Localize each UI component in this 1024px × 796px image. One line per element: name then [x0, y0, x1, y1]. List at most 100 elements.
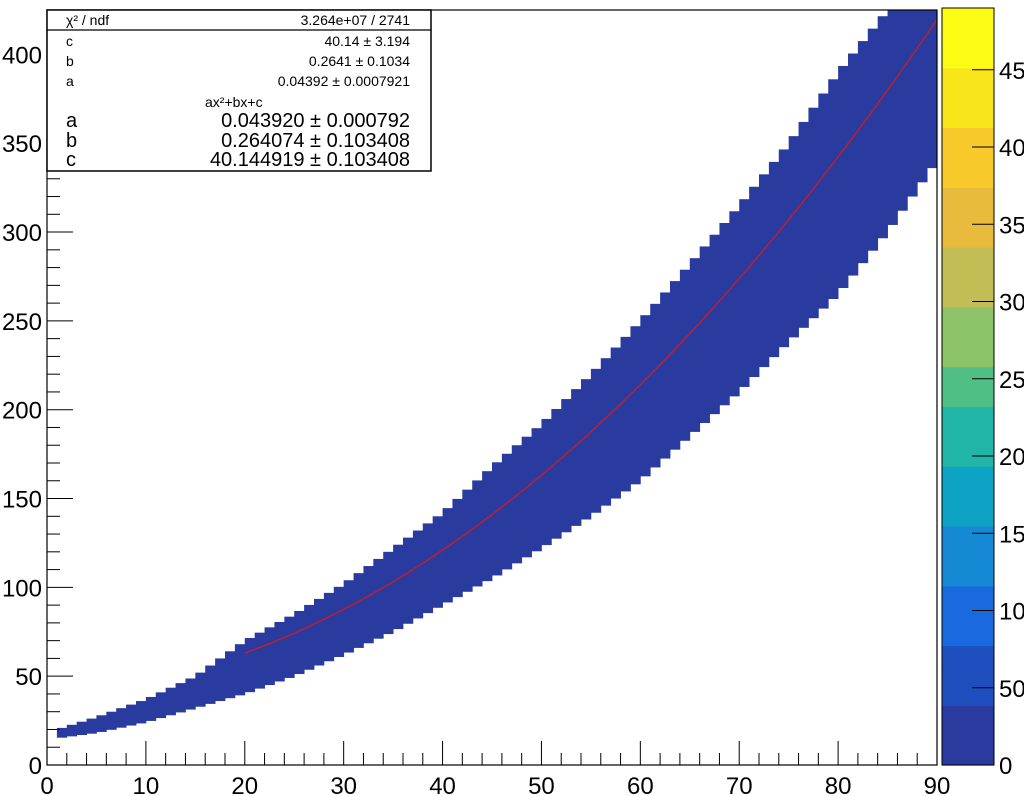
histogram-bin — [422, 523, 434, 614]
histogram-bin — [808, 107, 819, 319]
x-tick-label: 10 — [133, 773, 160, 796]
color-scale-segment — [942, 266, 994, 288]
histogram-bin — [897, 10, 908, 211]
histogram-bin — [363, 566, 374, 644]
y-tick-label: 50 — [15, 664, 42, 691]
histogram-bin — [719, 222, 730, 406]
chi2-value: 3.264e+07 / 2741 — [301, 12, 411, 28]
axes: 0 10 20 30 40 50 60 70 80 90 0 50 100 150 200 250 300 350… — [2, 9, 950, 796]
param-c-value: 40.14 ± 3.194 — [324, 33, 410, 49]
histogram-bin — [155, 692, 167, 719]
histogram-bin — [234, 644, 246, 696]
fit-curve-layer — [244, 19, 938, 654]
color-scale-label: 50 — [999, 676, 1024, 703]
color-scale-segment — [942, 127, 994, 149]
histogram-bin — [225, 651, 236, 699]
x-tick-label: 0 — [40, 773, 53, 796]
plot-frame — [46, 9, 938, 766]
color-scale-label: 300 — [999, 290, 1024, 317]
histogram-bin — [442, 508, 453, 603]
color-scale-segment — [942, 625, 994, 647]
histogram-bin — [86, 718, 97, 734]
color-scale-segment — [942, 446, 994, 467]
y-tick-label: 0 — [29, 753, 42, 780]
color-scale-segment — [942, 207, 994, 228]
color-scale-segment — [942, 745, 994, 766]
histogram-bin — [126, 704, 137, 726]
histogram-bin — [917, 10, 928, 183]
histogram-bin — [561, 399, 572, 533]
color-scale-segment — [942, 426, 994, 447]
color-scale-segment — [942, 227, 994, 248]
x-tick-label: 30 — [330, 773, 357, 796]
color-scale-segment — [942, 486, 994, 507]
color-scale-segment — [942, 87, 994, 109]
color-scale-segment — [942, 366, 994, 388]
histogram-bin — [620, 336, 631, 492]
histogram-bin — [927, 10, 938, 169]
histogram-bin — [294, 610, 305, 675]
histogram-bin — [274, 621, 285, 682]
color-scale-label: 0 — [999, 753, 1012, 780]
color-scale-segment — [942, 406, 994, 427]
color-scale-segment — [942, 565, 994, 587]
y-tick-label: 400 — [2, 42, 42, 69]
color-scale-label: 400 — [999, 135, 1024, 162]
color-scale-segment — [942, 187, 994, 208]
histogram-bin — [699, 246, 710, 424]
color-scale-segment — [942, 346, 994, 368]
color-scale-label: 450 — [999, 58, 1024, 85]
histogram-bin — [818, 93, 829, 309]
histogram-bin — [165, 687, 176, 716]
histogram-bin — [452, 498, 463, 598]
histogram-bin — [590, 368, 602, 513]
color-scale-segment — [942, 147, 994, 168]
color-scale-segment — [942, 645, 994, 666]
histogram-bin — [343, 580, 354, 653]
fit-a-value: 0.043920 ± 0.000792 — [221, 110, 410, 132]
param-b-name: b — [66, 53, 74, 69]
x-tick-label: 60 — [627, 773, 654, 796]
histogram-bin — [571, 389, 582, 526]
histogram-bin — [848, 53, 859, 276]
histogram-bin — [581, 379, 592, 520]
color-scale-segment — [942, 466, 994, 487]
histogram-bin — [333, 586, 345, 657]
histogram-bin — [768, 161, 780, 358]
color-scale-label: 100 — [999, 599, 1024, 626]
y-tick-label: 250 — [2, 309, 42, 336]
color-scale-segment — [942, 286, 994, 308]
y-tick-label: 150 — [2, 487, 42, 514]
histogram-bin — [877, 16, 888, 239]
histogram-bin — [778, 149, 790, 348]
x-tick-label: 80 — [825, 773, 852, 796]
color-scale-segment — [942, 545, 994, 567]
param-b-value: 0.2641 ± 0.1034 — [309, 53, 410, 69]
color-scale-segment — [942, 326, 994, 348]
histogram-bin — [798, 121, 809, 328]
fit-c-value: 40.144919 ± 0.103408 — [210, 149, 410, 171]
histogram-bin — [56, 727, 68, 738]
histogram-bin — [482, 471, 493, 582]
histogram-bin — [600, 358, 612, 506]
histogram-bin — [511, 445, 523, 564]
histogram-bin — [739, 199, 750, 387]
param-c-name: c — [66, 33, 73, 49]
fit-stats-box: χ² / ndf 3.264e+07 / 2741 c 40.14 ± 3.19… — [46, 9, 432, 172]
histogram-bin — [304, 604, 315, 670]
histogram-bin — [393, 544, 404, 630]
histogram-bin — [205, 665, 216, 704]
histogram-bin — [838, 65, 849, 289]
histogram-bin — [521, 436, 532, 558]
color-scale-segment — [942, 27, 994, 49]
x-tick-label: 70 — [726, 773, 753, 796]
histogram-bin — [116, 708, 127, 728]
param-a-value: 0.04392 ± 0.0007921 — [278, 73, 410, 89]
histogram-bin — [323, 592, 335, 662]
histogram-bin — [492, 462, 503, 576]
histogram-bin — [857, 41, 869, 264]
color-scale-segment — [942, 8, 994, 29]
histogram-bin — [679, 269, 691, 441]
chi2-label: χ² / ndf — [66, 12, 109, 28]
param-a-name: a — [66, 73, 74, 89]
